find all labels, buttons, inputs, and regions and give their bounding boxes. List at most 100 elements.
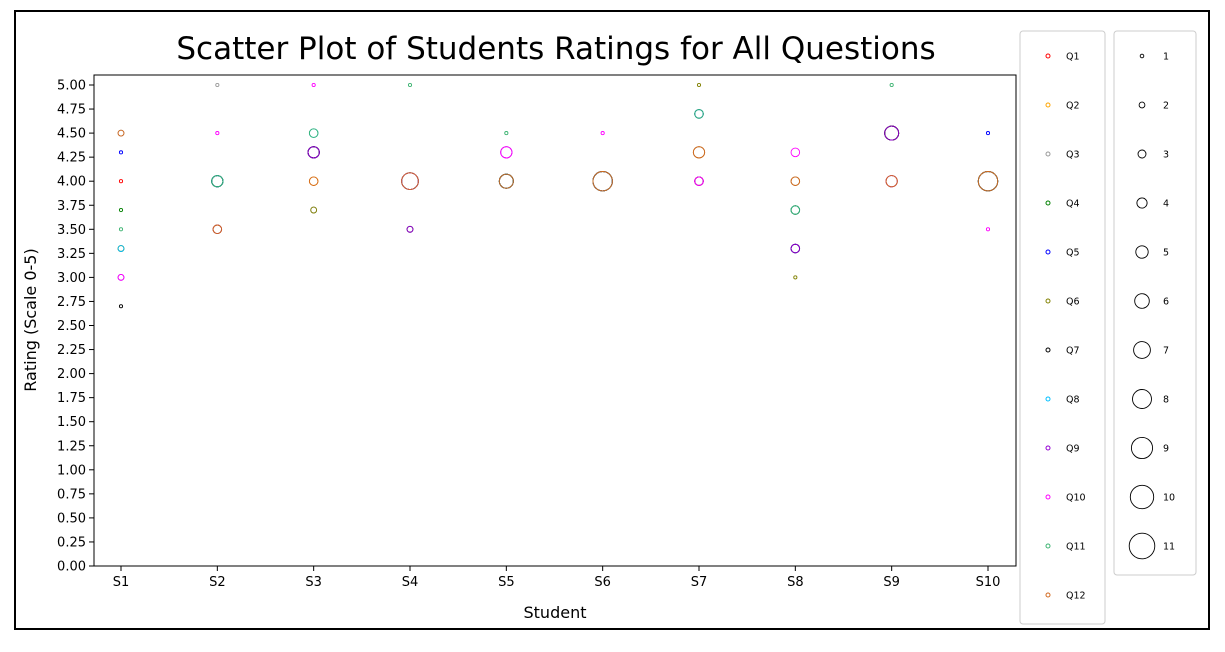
data-point	[885, 175, 898, 188]
y-axis-label: Rating (Scale 0-5)	[21, 248, 40, 391]
legend-label: Q7	[1066, 346, 1080, 357]
y-tick-label: 1.50	[57, 415, 86, 430]
y-tick-label: 0.75	[57, 487, 86, 502]
data-point	[118, 150, 124, 155]
legend-label: Q5	[1066, 248, 1080, 259]
data-point	[211, 175, 224, 188]
x-tick-label: S9	[883, 575, 900, 590]
data-point	[118, 227, 124, 232]
data-points	[117, 82, 999, 309]
legend-label: Q11	[1066, 542, 1086, 553]
legend-marker	[1045, 347, 1051, 353]
data-point	[793, 275, 798, 280]
y-tick-label: 3.00	[57, 271, 86, 286]
data-point	[498, 173, 514, 189]
data-point	[212, 224, 223, 235]
x-tick-label: S2	[209, 575, 226, 590]
data-point	[790, 176, 801, 186]
plot-area	[93, 74, 1017, 567]
legend-marker	[1045, 543, 1051, 549]
data-point	[308, 128, 319, 138]
size-legend-marker	[1134, 293, 1150, 309]
y-tick-label: 1.25	[57, 439, 86, 454]
legend-marker	[1045, 494, 1051, 500]
legend-label: Q10	[1066, 493, 1086, 504]
y-tick-label: 0.00	[57, 560, 86, 575]
legend-label: Q4	[1066, 199, 1080, 210]
legend-series-box	[1019, 30, 1106, 625]
data-point	[308, 176, 319, 186]
data-point	[117, 129, 125, 137]
data-point	[694, 109, 704, 119]
x-tick-label: S3	[305, 575, 322, 590]
data-point	[977, 171, 999, 192]
data-point	[985, 131, 991, 136]
legend-marker	[1045, 102, 1051, 108]
legend-marker	[1045, 53, 1051, 59]
size-legend-label: 8	[1163, 395, 1169, 406]
data-point	[504, 131, 509, 136]
y-tick-label: 0.50	[57, 511, 86, 526]
x-tick-label: S4	[402, 575, 419, 590]
y-tick-label: 2.50	[57, 319, 86, 334]
size-legend-label: 9	[1163, 444, 1169, 455]
y-tick-label: 2.25	[57, 343, 86, 358]
legend-size: 1 2 3 4 5 6 7 8 9 10 11	[1128, 52, 1175, 560]
legend-marker	[1045, 298, 1051, 304]
size-legend-label: 11	[1163, 542, 1175, 553]
y-tick-label: 3.25	[57, 247, 86, 262]
size-legend-marker	[1139, 53, 1145, 59]
y-tick-label: 1.00	[57, 463, 86, 478]
size-legend-label: 2	[1163, 101, 1169, 112]
data-point	[884, 125, 900, 141]
x-axis-label: Student	[524, 603, 587, 622]
size-legend-label: 5	[1163, 248, 1169, 259]
data-point	[500, 146, 513, 159]
y-tick-label: 3.50	[57, 223, 86, 238]
data-point	[401, 172, 419, 190]
x-tick-label: S5	[498, 575, 515, 590]
legend-label: Q9	[1066, 444, 1080, 455]
y-tick-label: 4.00	[57, 175, 86, 190]
legend-marker	[1045, 151, 1051, 157]
y-tick-label: 2.00	[57, 367, 86, 382]
y-axis: 0.00 0.25 0.50 0.75 1.00 1.25 1.50 1.75 2.00 2.25…	[57, 79, 94, 575]
legend-label: Q1	[1066, 52, 1080, 63]
data-point	[696, 82, 702, 88]
legend-label: Q2	[1066, 101, 1080, 112]
data-point	[592, 171, 613, 192]
legend-label: Q3	[1066, 150, 1080, 161]
data-point	[889, 82, 894, 88]
data-point	[406, 225, 414, 233]
data-point	[985, 227, 991, 232]
size-legend-marker	[1137, 149, 1147, 159]
size-legend-marker	[1133, 341, 1151, 359]
x-tick-label: S1	[113, 575, 130, 590]
legend-size-box	[1113, 30, 1197, 576]
chart-title: Scatter Plot of Students Ratings for All…	[176, 31, 935, 67]
data-point	[215, 82, 220, 88]
legend-label: Q6	[1066, 297, 1080, 308]
size-legend-marker	[1128, 532, 1156, 560]
x-axis: S1 S2 S3 S4 S5 S6 S7 S8 S9 S10	[113, 566, 1000, 590]
size-legend-marker	[1138, 101, 1146, 109]
data-point	[118, 304, 124, 309]
data-point	[215, 131, 220, 136]
size-legend-marker	[1132, 389, 1152, 409]
size-legend-marker	[1129, 484, 1155, 510]
y-tick-label: 1.75	[57, 391, 86, 406]
y-tick-label: 5.00	[57, 79, 86, 94]
x-tick-label: S6	[594, 575, 611, 590]
y-tick-label: 4.75	[57, 103, 86, 118]
x-tick-label: S8	[787, 575, 804, 590]
data-point	[790, 243, 801, 254]
data-point	[310, 206, 318, 214]
data-point	[307, 146, 320, 159]
size-legend-marker	[1136, 197, 1148, 209]
legend-marker	[1045, 396, 1051, 402]
size-legend-label: 4	[1163, 199, 1169, 210]
data-point	[311, 82, 316, 88]
y-tick-label: 0.25	[57, 535, 86, 550]
legend-label: Q12	[1066, 591, 1086, 602]
